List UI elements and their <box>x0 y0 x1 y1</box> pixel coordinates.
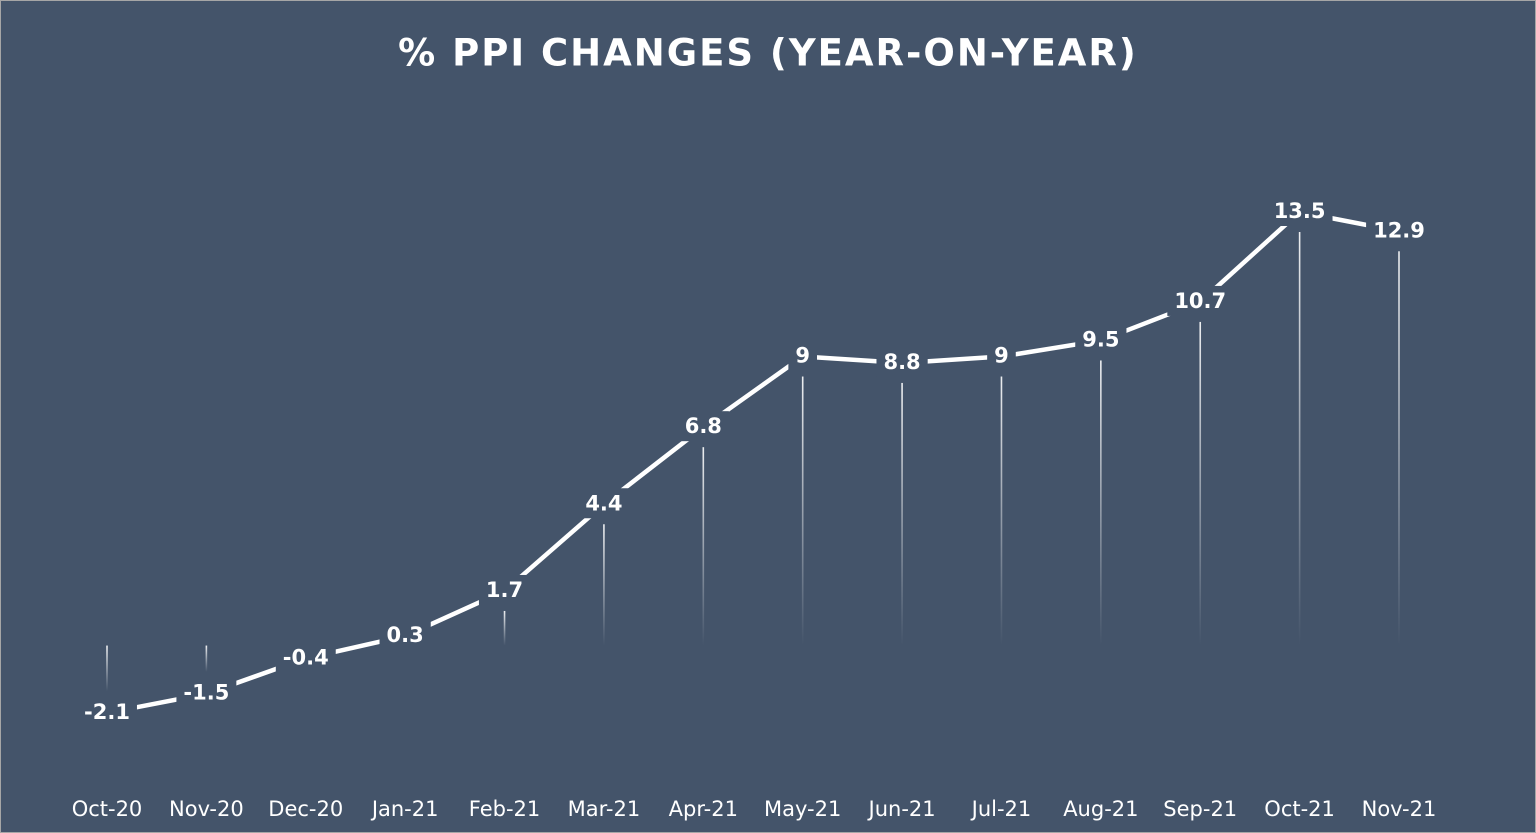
drop-line <box>603 524 605 646</box>
data-label: -2.1 <box>84 700 130 724</box>
x-tick-label: Oct-20 <box>72 797 143 821</box>
x-tick-label: Aug-21 <box>1063 797 1138 821</box>
x-tick-label: Nov-20 <box>169 797 244 821</box>
data-label: 9.5 <box>1082 327 1119 351</box>
drop-line <box>106 645 108 691</box>
label-background <box>578 488 630 519</box>
data-label: 13.5 <box>1274 199 1326 223</box>
data-label: 1.7 <box>486 578 523 602</box>
drop-line <box>1398 251 1400 646</box>
label-background <box>677 411 729 442</box>
label-background <box>176 677 237 708</box>
x-tick-label: Nov-21 <box>1362 797 1437 821</box>
label-background <box>1075 324 1127 355</box>
drop-line <box>801 376 804 646</box>
drop-line <box>1298 232 1301 646</box>
data-label: 4.4 <box>585 491 622 515</box>
x-tick-label: May-21 <box>764 797 841 821</box>
data-label: -1.5 <box>183 681 229 705</box>
label-background <box>987 340 1016 371</box>
x-tick-label: Feb-21 <box>469 797 540 821</box>
x-tick-label: Mar-21 <box>568 797 641 821</box>
x-tick-label: Oct-21 <box>1264 797 1335 821</box>
label-background <box>478 574 531 605</box>
label-background <box>1266 196 1333 226</box>
drop-line <box>503 610 506 646</box>
data-label: 6.8 <box>685 414 722 438</box>
data-label: 9 <box>994 344 1009 368</box>
data-label: 8.8 <box>883 350 920 374</box>
chart-title: % PPI CHANGES (YEAR-ON-YEAR) <box>398 32 1138 75</box>
x-tick-label: Sep-21 <box>1163 797 1237 821</box>
drop-line <box>1100 360 1102 646</box>
label-background <box>77 697 137 727</box>
label-background <box>1366 215 1432 246</box>
drop-line <box>1199 321 1202 646</box>
data-label: -0.4 <box>283 645 329 669</box>
label-background <box>788 340 818 371</box>
x-tick-label: Dec-20 <box>268 797 343 821</box>
data-label: 10.7 <box>1174 289 1226 313</box>
drop-line <box>901 382 903 646</box>
data-label: 0.3 <box>387 623 424 647</box>
label-background <box>379 619 431 650</box>
x-tick-label: Jun-21 <box>867 797 936 821</box>
label-background <box>876 346 928 377</box>
drop-line <box>1000 376 1003 646</box>
drop-line <box>205 645 208 672</box>
label-background <box>275 642 336 673</box>
x-tick-label: Apr-21 <box>669 797 738 821</box>
drop-line <box>702 447 705 646</box>
data-label: 9 <box>795 344 810 368</box>
label-background <box>1167 285 1234 316</box>
data-label: 12.9 <box>1373 218 1425 242</box>
x-tick-label: Jul-21 <box>970 797 1032 821</box>
x-tick-label: Jan-21 <box>370 797 439 821</box>
